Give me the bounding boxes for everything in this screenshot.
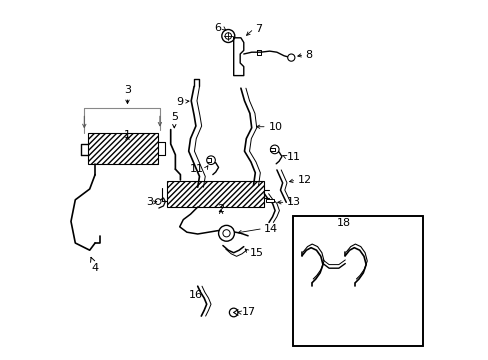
- Bar: [88, 133, 158, 164]
- Text: 17: 17: [241, 307, 255, 318]
- Text: 16: 16: [189, 290, 203, 300]
- Circle shape: [229, 308, 238, 317]
- Text: 5: 5: [170, 112, 178, 122]
- Bar: [292, 216, 422, 346]
- Text: 4: 4: [90, 257, 99, 273]
- Text: 6: 6: [214, 23, 221, 33]
- Text: 10: 10: [268, 122, 283, 132]
- Text: 11: 11: [286, 152, 301, 162]
- Circle shape: [270, 145, 279, 154]
- Text: 15: 15: [249, 248, 264, 258]
- Text: 3: 3: [145, 197, 152, 207]
- Text: 3: 3: [124, 85, 131, 95]
- Text: 8: 8: [305, 50, 312, 60]
- Text: 9: 9: [176, 96, 183, 107]
- Circle shape: [287, 54, 294, 61]
- Circle shape: [222, 30, 234, 42]
- Text: 13: 13: [286, 197, 301, 207]
- Circle shape: [218, 225, 234, 241]
- Circle shape: [206, 156, 215, 165]
- Text: 14: 14: [264, 224, 278, 234]
- Bar: [292, 216, 422, 346]
- Bar: [265, 199, 273, 202]
- Text: 11: 11: [190, 164, 204, 174]
- Bar: [167, 181, 264, 207]
- Text: 1: 1: [124, 130, 131, 140]
- Text: 7: 7: [255, 24, 262, 34]
- Text: 12: 12: [297, 175, 311, 185]
- Text: 2: 2: [217, 204, 224, 214]
- Circle shape: [155, 199, 161, 204]
- Text: 18: 18: [336, 217, 350, 228]
